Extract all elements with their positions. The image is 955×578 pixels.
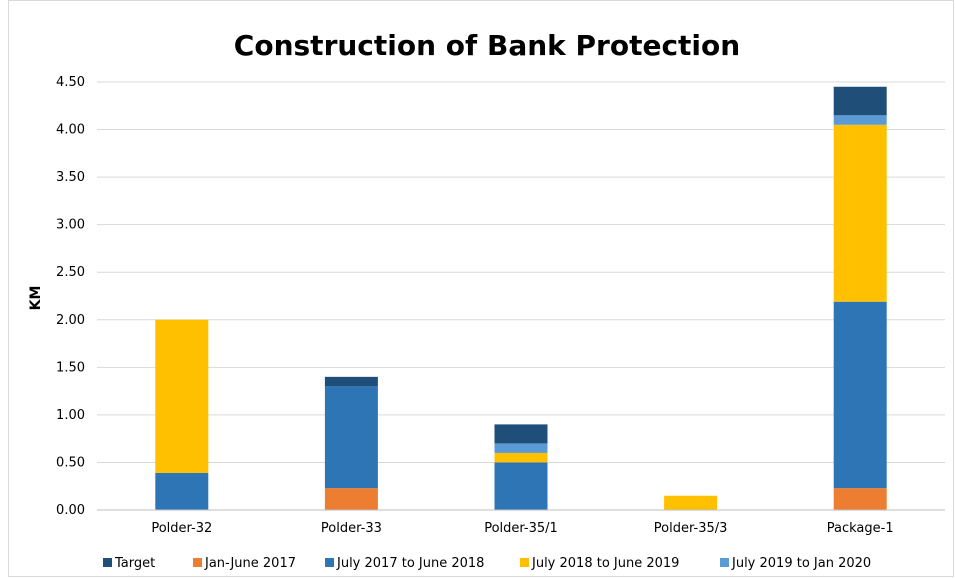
legend-swatch-july-2019-to-jan-2020 [720,558,729,567]
y-tick-label: 2.50 [56,265,85,280]
bar-package-1-july-2018-to-june-2019 [833,124,887,302]
bar-polder-32-july-2018-to-june-2019 [155,319,209,473]
bar-polder-35-1-target [494,424,548,444]
bar-polder-33-july-2017-to-june-2018 [324,386,378,489]
legend-swatch-jan-june-2017 [193,558,202,567]
chart-title: Construction of Bank Protection [234,29,740,62]
y-tick-label: 4.50 [56,75,85,90]
bar-package-1-july-2017-to-june-2018 [833,301,887,489]
x-tick-label: Polder-32 [151,521,212,536]
legend-label-july-2019-to-jan-2020: July 2019 to Jan 2020 [731,556,871,571]
bar-polder-33-target [324,376,378,387]
bar-package-1-july-2019-to-jan-2020 [833,115,887,125]
chart-border [8,0,954,577]
y-tick-label: 3.50 [56,170,85,185]
y-tick-label: 3.00 [56,218,85,233]
y-tick-label: 1.00 [56,408,85,423]
y-tick-label: 0.00 [56,503,85,518]
bar-package-1-jan-june-2017 [833,488,887,510]
y-axis-ticks: 0.00 0.50 1.00 1.50 2.00 2.50 3.00 3.50 4.00 4.50 [56,75,85,518]
bar-polder-35-3-july-2018-to-june-2019 [664,495,718,510]
x-tick-label: Package-1 [827,521,894,536]
bar-package-1-target [833,86,887,116]
legend: Target Jan-June 2017 July 2017 to June 201… [103,556,871,571]
bar-polder-35-1-july-2017-to-june-2018 [494,462,548,510]
gridlines [97,81,945,463]
y-tick-label: 1.50 [56,360,85,375]
legend-label-july-2017-to-june-2018: July 2017 to June 2018 [336,556,484,571]
legend-swatch-target [103,558,112,567]
x-axis-ticks: Polder-32 Polder-33 Polder-35/1 Polder-35/3… [151,521,893,536]
legend-label-july-2018-to-june-2019: July 2018 to June 2019 [531,556,679,571]
y-tick-label: 2.00 [56,313,85,328]
legend-swatch-july-2017-to-june-2018 [325,558,334,567]
legend-label-target: Target [114,556,155,571]
y-axis-label: KM [28,286,44,311]
y-tick-label: 0.50 [56,455,85,470]
bar-polder-33-jan-june-2017 [324,488,378,510]
x-tick-label: Polder-35/1 [484,521,558,536]
bar-polder-35-1-july-2018-to-june-2019 [494,452,548,463]
legend-label-jan-june-2017: Jan-June 2017 [204,556,296,571]
legend-swatch-july-2018-to-june-2019 [520,558,529,567]
y-tick-label: 4.00 [56,123,85,138]
x-tick-label: Polder-33 [321,521,382,536]
bar-polder-35-1-july-2019-to-jan-2020 [494,443,548,453]
x-tick-label: Polder-35/3 [654,521,728,536]
bar-polder-32-july-2017-to-june-2018 [155,472,209,510]
bars [155,86,887,510]
